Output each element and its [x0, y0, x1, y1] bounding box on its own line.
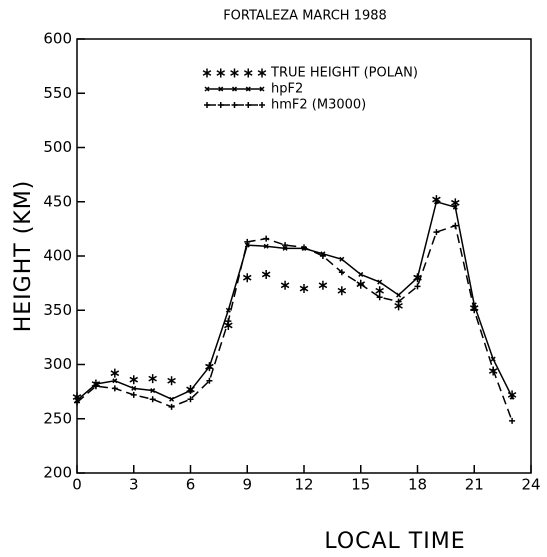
x-axis-label: LOCAL TIME: [324, 529, 465, 554]
x-tick-label: 24: [521, 476, 540, 494]
data-point: [377, 279, 383, 285]
x-tick-label: 15: [351, 476, 370, 494]
data-point: [395, 298, 402, 305]
legend-label: TRUE HEIGHT (POLAN): [270, 66, 418, 81]
x-tick-label: 3: [129, 476, 139, 494]
data-point: [338, 269, 345, 276]
data-point: [187, 388, 194, 394]
data-point: [318, 280, 328, 290]
data-point: [149, 396, 156, 403]
data-point: [452, 222, 459, 229]
data-point: [282, 245, 288, 251]
data-point: [110, 368, 120, 378]
data-point: [148, 374, 157, 384]
data-point: [130, 391, 137, 398]
data-point: [131, 385, 137, 391]
data-point: [225, 307, 231, 313]
legend-item: hpF2: [204, 82, 303, 97]
y-tick-label: 200: [43, 464, 72, 482]
data-point: [263, 243, 269, 249]
data-point: [396, 292, 402, 298]
x-tick-label: 12: [294, 476, 313, 494]
data-point: [509, 394, 515, 400]
data-point: [337, 286, 347, 296]
data-point: [357, 281, 364, 288]
data-point: [319, 253, 326, 259]
y-tick-label: 600: [43, 30, 72, 48]
legend-marker: [204, 86, 265, 92]
data-point: [471, 307, 478, 314]
data-point: [263, 235, 270, 242]
data-point: [339, 256, 345, 262]
data-point: [168, 403, 175, 410]
data-point: [280, 280, 290, 290]
data-point: [244, 242, 250, 248]
data-point: [358, 271, 364, 277]
legend-label: hpF2: [271, 82, 303, 97]
data-point: [414, 275, 421, 281]
data-point: [167, 376, 176, 386]
y-tick-label: 300: [43, 355, 72, 373]
y-tick-label: 400: [43, 247, 72, 265]
data-point: [490, 356, 496, 362]
legend-label: hmF2 (M3000): [271, 98, 366, 113]
y-tick-label: 500: [43, 138, 72, 156]
data-point: [414, 283, 421, 290]
data-point: [490, 366, 497, 373]
data-point: [129, 375, 139, 385]
data-point: [111, 385, 118, 392]
y-axis-label: HEIGHT (KM): [11, 180, 36, 333]
series-line: [76, 224, 513, 422]
y-tick-label: 250: [43, 409, 72, 427]
x-tick-label: 18: [408, 476, 427, 494]
data-point: [150, 388, 156, 394]
data-point: [375, 286, 384, 296]
data-point: [509, 417, 516, 424]
data-point: [301, 244, 307, 251]
legend-marker: [202, 68, 267, 78]
data-point: [452, 204, 458, 210]
data-point: [433, 229, 440, 236]
data-point: [187, 396, 194, 403]
data-point: [206, 364, 212, 370]
data-point: [244, 238, 251, 245]
y-tick-label: 350: [43, 301, 72, 319]
y-tick-label: 550: [43, 84, 72, 102]
data-point: [299, 284, 309, 294]
data-point: [225, 318, 232, 325]
data-point: [261, 269, 271, 279]
data-point: [74, 399, 80, 406]
x-tick-label: 21: [465, 476, 484, 494]
data-point: [282, 242, 289, 249]
x-tick-label: 0: [72, 476, 82, 494]
x-tick-label: 9: [242, 476, 252, 494]
legend-item: TRUE HEIGHT (POLAN): [202, 66, 418, 81]
chart-title: FORTALEZA MARCH 1988: [223, 9, 387, 24]
y-tick-label: 450: [43, 192, 72, 210]
data-point: [451, 198, 460, 208]
data-point: [92, 383, 99, 390]
x-tick-label: 6: [186, 476, 196, 494]
data-point: [206, 377, 213, 384]
data-point: [242, 273, 252, 283]
series-line: [76, 200, 513, 401]
data-point: [433, 199, 439, 205]
data-point: [376, 294, 383, 301]
data-point: [112, 378, 118, 384]
legend-item: hmF2 (M3000): [204, 98, 366, 113]
legend-marker: [204, 102, 265, 108]
data-point: [169, 396, 175, 402]
